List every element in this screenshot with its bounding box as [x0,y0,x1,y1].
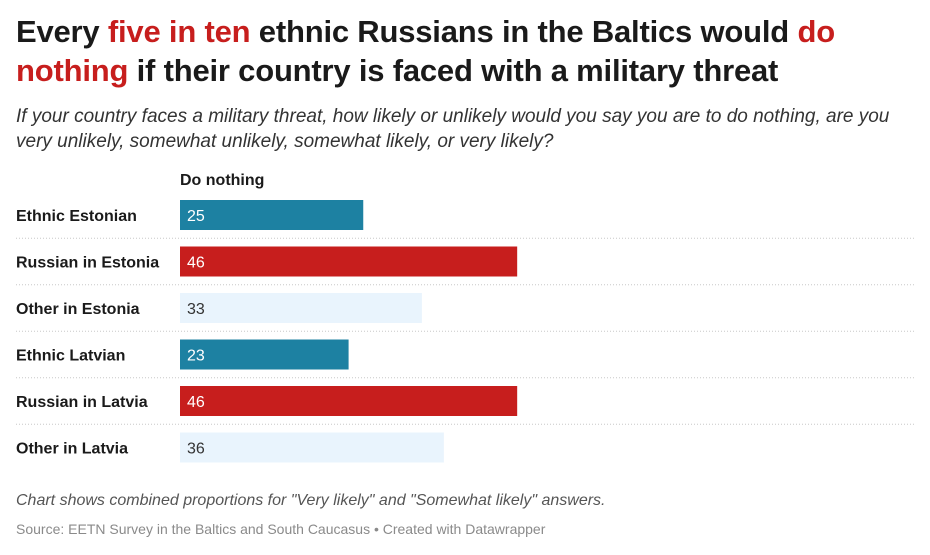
bar-ethnic-latvian [180,339,349,370]
category-label-ethnic-estonian: Ethnic Estonian [16,208,137,225]
bar-chart: Ethnic Estonian 25 Russian in Estonia 46 Oth… [16,200,914,463]
value-label-russian-in-estonia: 46 [187,255,205,272]
chart-title: Every five in ten ethnic Russians in the… [16,12,916,90]
category-label-russian-in-estonia: Russian in Estonia [16,255,159,272]
bar-other-in-estonia [180,293,422,323]
category-label-other-in-estonia: Other in Estonia [16,301,140,318]
category-label-other-in-latvia: Other in Latvia [16,441,128,458]
column-header: Do nothing [180,172,265,189]
title-post: if their country is faced with a militar… [128,53,779,88]
value-label-ethnic-estonian: 25 [187,208,205,225]
value-label-ethnic-latvian: 23 [187,348,205,365]
value-label-other-in-latvia: 36 [187,441,205,458]
bar-russian-in-estonia [180,246,518,277]
value-label-other-in-estonia: 33 [187,301,205,318]
title-highlight-five-in-ten: five in ten [107,14,251,49]
bar-ethnic-estonian [180,200,364,230]
bar-russian-in-latvia [180,386,518,416]
title-pre: Every [16,14,108,49]
title-mid: ethnic Russians in the Baltics would [250,14,798,49]
category-label-russian-in-latvia: Russian in Latvia [16,394,148,411]
chart-source: Source: EETN Survey in the Baltics and S… [16,521,546,537]
chart-notes: Chart shows combined proportions for "Ve… [16,492,606,509]
value-label-russian-in-latvia: 46 [187,394,205,411]
title-highlight-do-nothing: do nothing [16,14,835,88]
category-label-ethnic-latvian: Ethnic Latvian [16,348,125,365]
bar-other-in-latvia [180,432,444,463]
chart-subtitle: If your country faces a military threat,… [16,106,890,152]
